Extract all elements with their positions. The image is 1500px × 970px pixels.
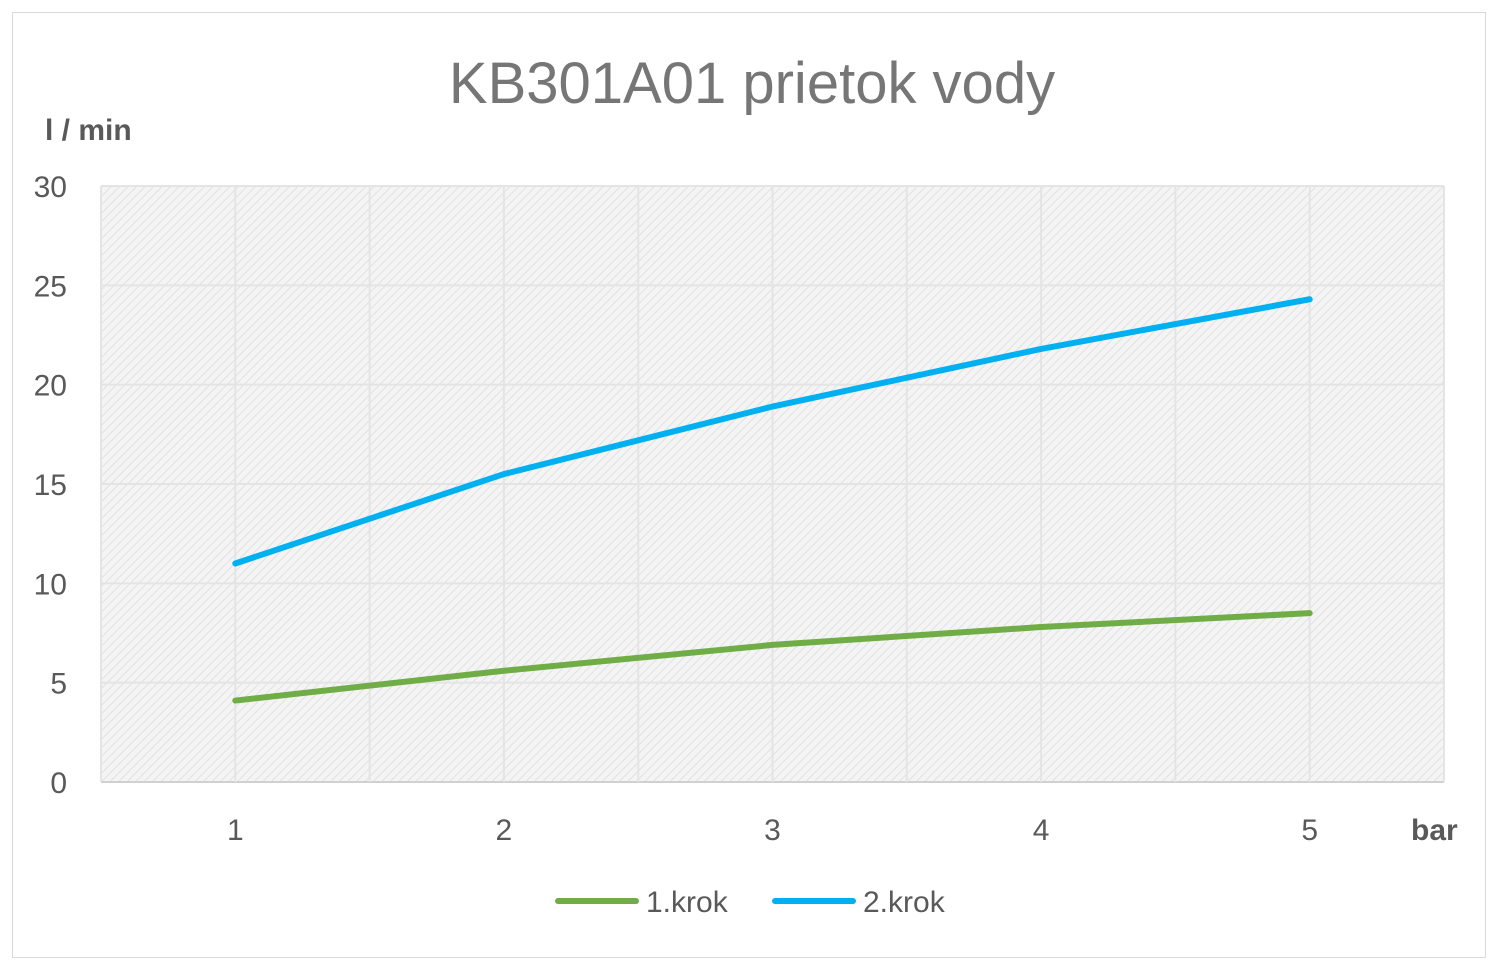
x-tick-label: 5	[1301, 814, 1318, 847]
y-tick-label: 0	[50, 767, 67, 800]
y-tick-label: 25	[34, 270, 67, 303]
y-tick-label: 5	[50, 668, 67, 701]
legend-label-1: 1.krok	[646, 886, 729, 919]
y-tick-label: 20	[34, 370, 67, 403]
y-tick-labels: 0 5 10 15 20 25 30	[34, 171, 67, 800]
gridlines	[100, 185, 1445, 783]
x-tick-label: 2	[496, 814, 513, 847]
y-tick-label: 15	[34, 469, 67, 502]
x-tick-labels: 1 2 3 4 5	[227, 814, 1318, 847]
legend: 1.krok 2.krok	[555, 886, 946, 919]
x-tick-label: 4	[1033, 814, 1050, 847]
chart-title: KB301A01 prietok vody	[449, 51, 1055, 116]
y-axis-label: l / min	[45, 114, 132, 147]
y-tick-label: 10	[34, 568, 67, 601]
series-line-1	[232, 610, 1313, 704]
legend-label-2: 2.krok	[863, 886, 946, 919]
series-line-2	[232, 296, 1313, 567]
series-lines	[232, 296, 1313, 704]
y-tick-label: 30	[34, 171, 67, 204]
x-tick-label: 1	[227, 814, 244, 847]
x-axis-label: bar	[1411, 814, 1458, 847]
x-tick-label: 3	[764, 814, 781, 847]
